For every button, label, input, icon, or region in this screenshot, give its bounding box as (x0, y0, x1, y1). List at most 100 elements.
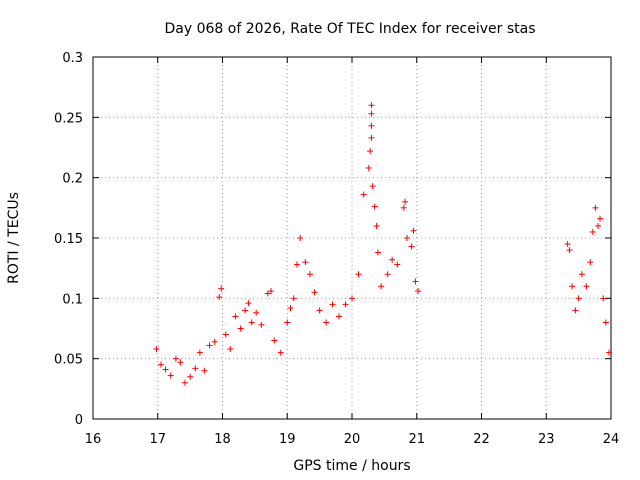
data-point (596, 215, 603, 222)
data-point (367, 148, 374, 155)
data-point (196, 349, 203, 356)
data-point (201, 367, 208, 374)
data-point (602, 319, 609, 326)
data-point (368, 110, 375, 117)
data-point (589, 228, 596, 235)
data-point (181, 379, 188, 386)
data-point (232, 313, 239, 320)
data-point (412, 278, 419, 285)
data-point (569, 283, 576, 290)
data-point (253, 309, 260, 316)
data-point (374, 249, 381, 256)
x-tick-label: 23 (538, 432, 555, 447)
data-point (206, 342, 213, 349)
data-point (287, 304, 294, 311)
data-point (360, 191, 367, 198)
data-point (572, 307, 579, 314)
y-tick-label: 0.3 (62, 51, 83, 66)
x-tick-label: 17 (149, 432, 166, 447)
data-point (264, 290, 271, 297)
data-point (268, 288, 275, 295)
data-point (394, 261, 401, 268)
data-point (400, 204, 407, 211)
data-point (245, 300, 252, 307)
data-point (365, 165, 372, 172)
data-point (410, 227, 417, 234)
data-point (162, 366, 169, 373)
data-point (172, 355, 179, 362)
data-point (355, 271, 362, 278)
data-point (389, 256, 396, 263)
data-point (323, 319, 330, 326)
data-point (369, 183, 376, 190)
data-point (595, 222, 602, 229)
data-point (329, 301, 336, 308)
x-axis: 16 17 18 19 20 21 22 23 24 (85, 57, 620, 447)
x-tick-label: 16 (85, 432, 102, 447)
data-point (384, 271, 391, 278)
data-point (408, 243, 415, 250)
chart-title: Day 068 of 2026, Rate Of TEC Index for r… (164, 21, 535, 37)
data-point (284, 319, 291, 326)
data-point (216, 294, 223, 301)
data-point (368, 134, 375, 141)
data-point (187, 373, 194, 380)
data-point (349, 295, 355, 302)
data-point (564, 241, 571, 248)
data-point (373, 222, 380, 229)
y-axis: 0 0.05 0.1 0.15 0.2 0.25 0.3 (54, 51, 611, 428)
x-tick-label: 20 (344, 432, 361, 447)
data-point (402, 198, 409, 205)
data-point (583, 283, 590, 290)
data-point (293, 261, 300, 268)
y-tick-label: 0.15 (54, 232, 83, 247)
data-point (404, 235, 411, 241)
data-point (368, 102, 375, 109)
data-point (242, 307, 249, 314)
data-point (222, 331, 229, 338)
data-point (368, 122, 375, 129)
data-point (415, 288, 422, 295)
y-axis-label: ROTI / TECUs (6, 192, 22, 284)
data-point (167, 372, 174, 379)
data-point (316, 307, 323, 314)
data-point (578, 271, 585, 278)
data-point (248, 319, 255, 326)
grid-lines (93, 57, 611, 419)
data-point (211, 338, 218, 345)
data-point (371, 203, 378, 210)
x-tick-label: 19 (279, 432, 296, 447)
data-point (290, 295, 297, 302)
data-point (378, 283, 385, 290)
x-tick-label: 21 (408, 432, 425, 447)
data-point (271, 337, 278, 344)
data-point (277, 349, 284, 356)
data-point (157, 361, 164, 368)
y-tick-label: 0.25 (54, 111, 83, 126)
data-point (237, 325, 244, 332)
data-point (306, 271, 313, 278)
data-point (566, 247, 573, 254)
y-tick-label: 0.1 (62, 292, 83, 307)
data-point (227, 346, 234, 353)
data-point (575, 295, 582, 302)
data-point (302, 259, 309, 266)
x-tick-label: 22 (473, 432, 490, 447)
y-tick-label: 0.05 (54, 353, 83, 368)
x-tick-label: 24 (603, 432, 620, 447)
data-point (192, 365, 199, 372)
data-point (258, 321, 265, 328)
data-point (336, 313, 343, 320)
y-tick-label: 0.2 (62, 172, 83, 187)
data-point (153, 346, 160, 353)
data-point (297, 235, 304, 241)
data-point (587, 259, 594, 266)
x-tick-label: 18 (214, 432, 231, 447)
data-point (606, 349, 613, 356)
data-point (600, 295, 607, 302)
data-point (177, 359, 184, 366)
data-point (592, 204, 599, 211)
data-point (218, 285, 225, 292)
data-points (153, 102, 613, 386)
